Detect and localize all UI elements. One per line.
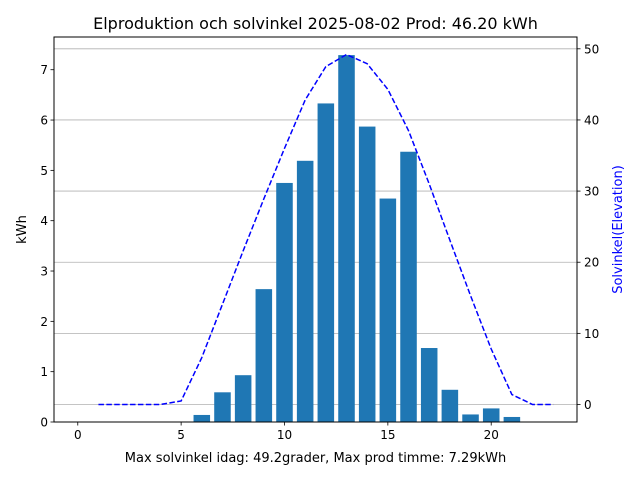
bar-layer	[193, 55, 521, 423]
y-tick-label-6: 6	[40, 114, 48, 128]
y-tick-label-1: 1	[40, 365, 48, 379]
bar-hour-16	[400, 151, 417, 422]
elevation-line	[98, 53, 554, 406]
x-tick-label-5: 5	[177, 428, 185, 442]
y-tick-label-2: 2	[40, 315, 48, 329]
bar-hour-17	[420, 348, 438, 422]
chart-title: Elproduktion och solvinkel 2025-08-02 Pr…	[93, 14, 538, 33]
bar-hour-8	[234, 375, 252, 422]
bar-hour-18	[441, 389, 459, 422]
x-tick-label-15: 15	[380, 428, 395, 442]
y-tick-label-4: 4	[40, 214, 48, 228]
y-tick-label-3: 3	[40, 265, 48, 279]
y-tick-label-0: 0	[40, 416, 48, 430]
bar-hour-14	[358, 126, 376, 422]
bar-hour-6	[193, 414, 211, 422]
bar-hour-11	[296, 160, 314, 422]
y2-tick-label-40: 40	[584, 113, 599, 127]
x-axis-label: Max solvinkel idag: 49.2grader, Max prod…	[125, 451, 506, 466]
bar-hour-13	[338, 55, 355, 422]
axis-layer: 0 5 10 15 20 0 1 2 3 4 5 6 7 0 10 20 30 40 50	[40, 42, 599, 442]
bar-hour-15	[379, 198, 397, 422]
y2-tick-label-50: 50	[584, 42, 599, 56]
bar-hour-19	[462, 414, 479, 422]
y2-tick-label-20: 20	[584, 256, 599, 270]
y2-tick-label-0: 0	[584, 398, 592, 412]
bar-hour-7	[214, 392, 231, 422]
y2-tick-label-30: 30	[584, 185, 599, 199]
bar-hour-9	[255, 289, 273, 422]
x-tick-label-20: 20	[484, 428, 499, 442]
bar-hour-10	[276, 182, 293, 422]
plot-frame	[53, 36, 578, 423]
y-tick-label-5: 5	[40, 164, 48, 178]
bar-hour-12	[317, 103, 335, 423]
bar-hour-21	[503, 416, 521, 422]
x-tick-label-0: 0	[74, 428, 82, 442]
line-layer	[98, 53, 554, 406]
y2-tick-label-10: 10	[584, 327, 599, 341]
y-tick-label-7: 7	[40, 63, 48, 77]
y-axis-label: kWh	[15, 215, 30, 244]
bar-hour-20	[482, 408, 500, 422]
x-tick-label-10: 10	[277, 428, 292, 442]
y2-axis-label: Solvinkel(Elevation)	[611, 165, 626, 294]
